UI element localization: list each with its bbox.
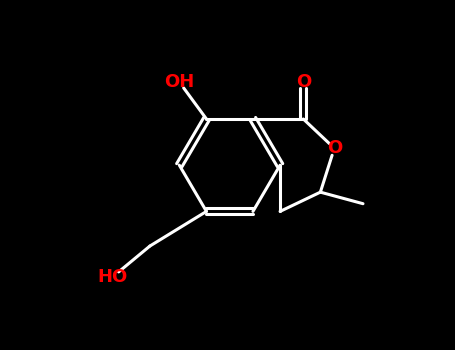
Text: O: O bbox=[327, 139, 342, 157]
Text: OH: OH bbox=[164, 73, 194, 91]
Text: HO: HO bbox=[97, 268, 128, 286]
Text: O: O bbox=[296, 73, 311, 91]
